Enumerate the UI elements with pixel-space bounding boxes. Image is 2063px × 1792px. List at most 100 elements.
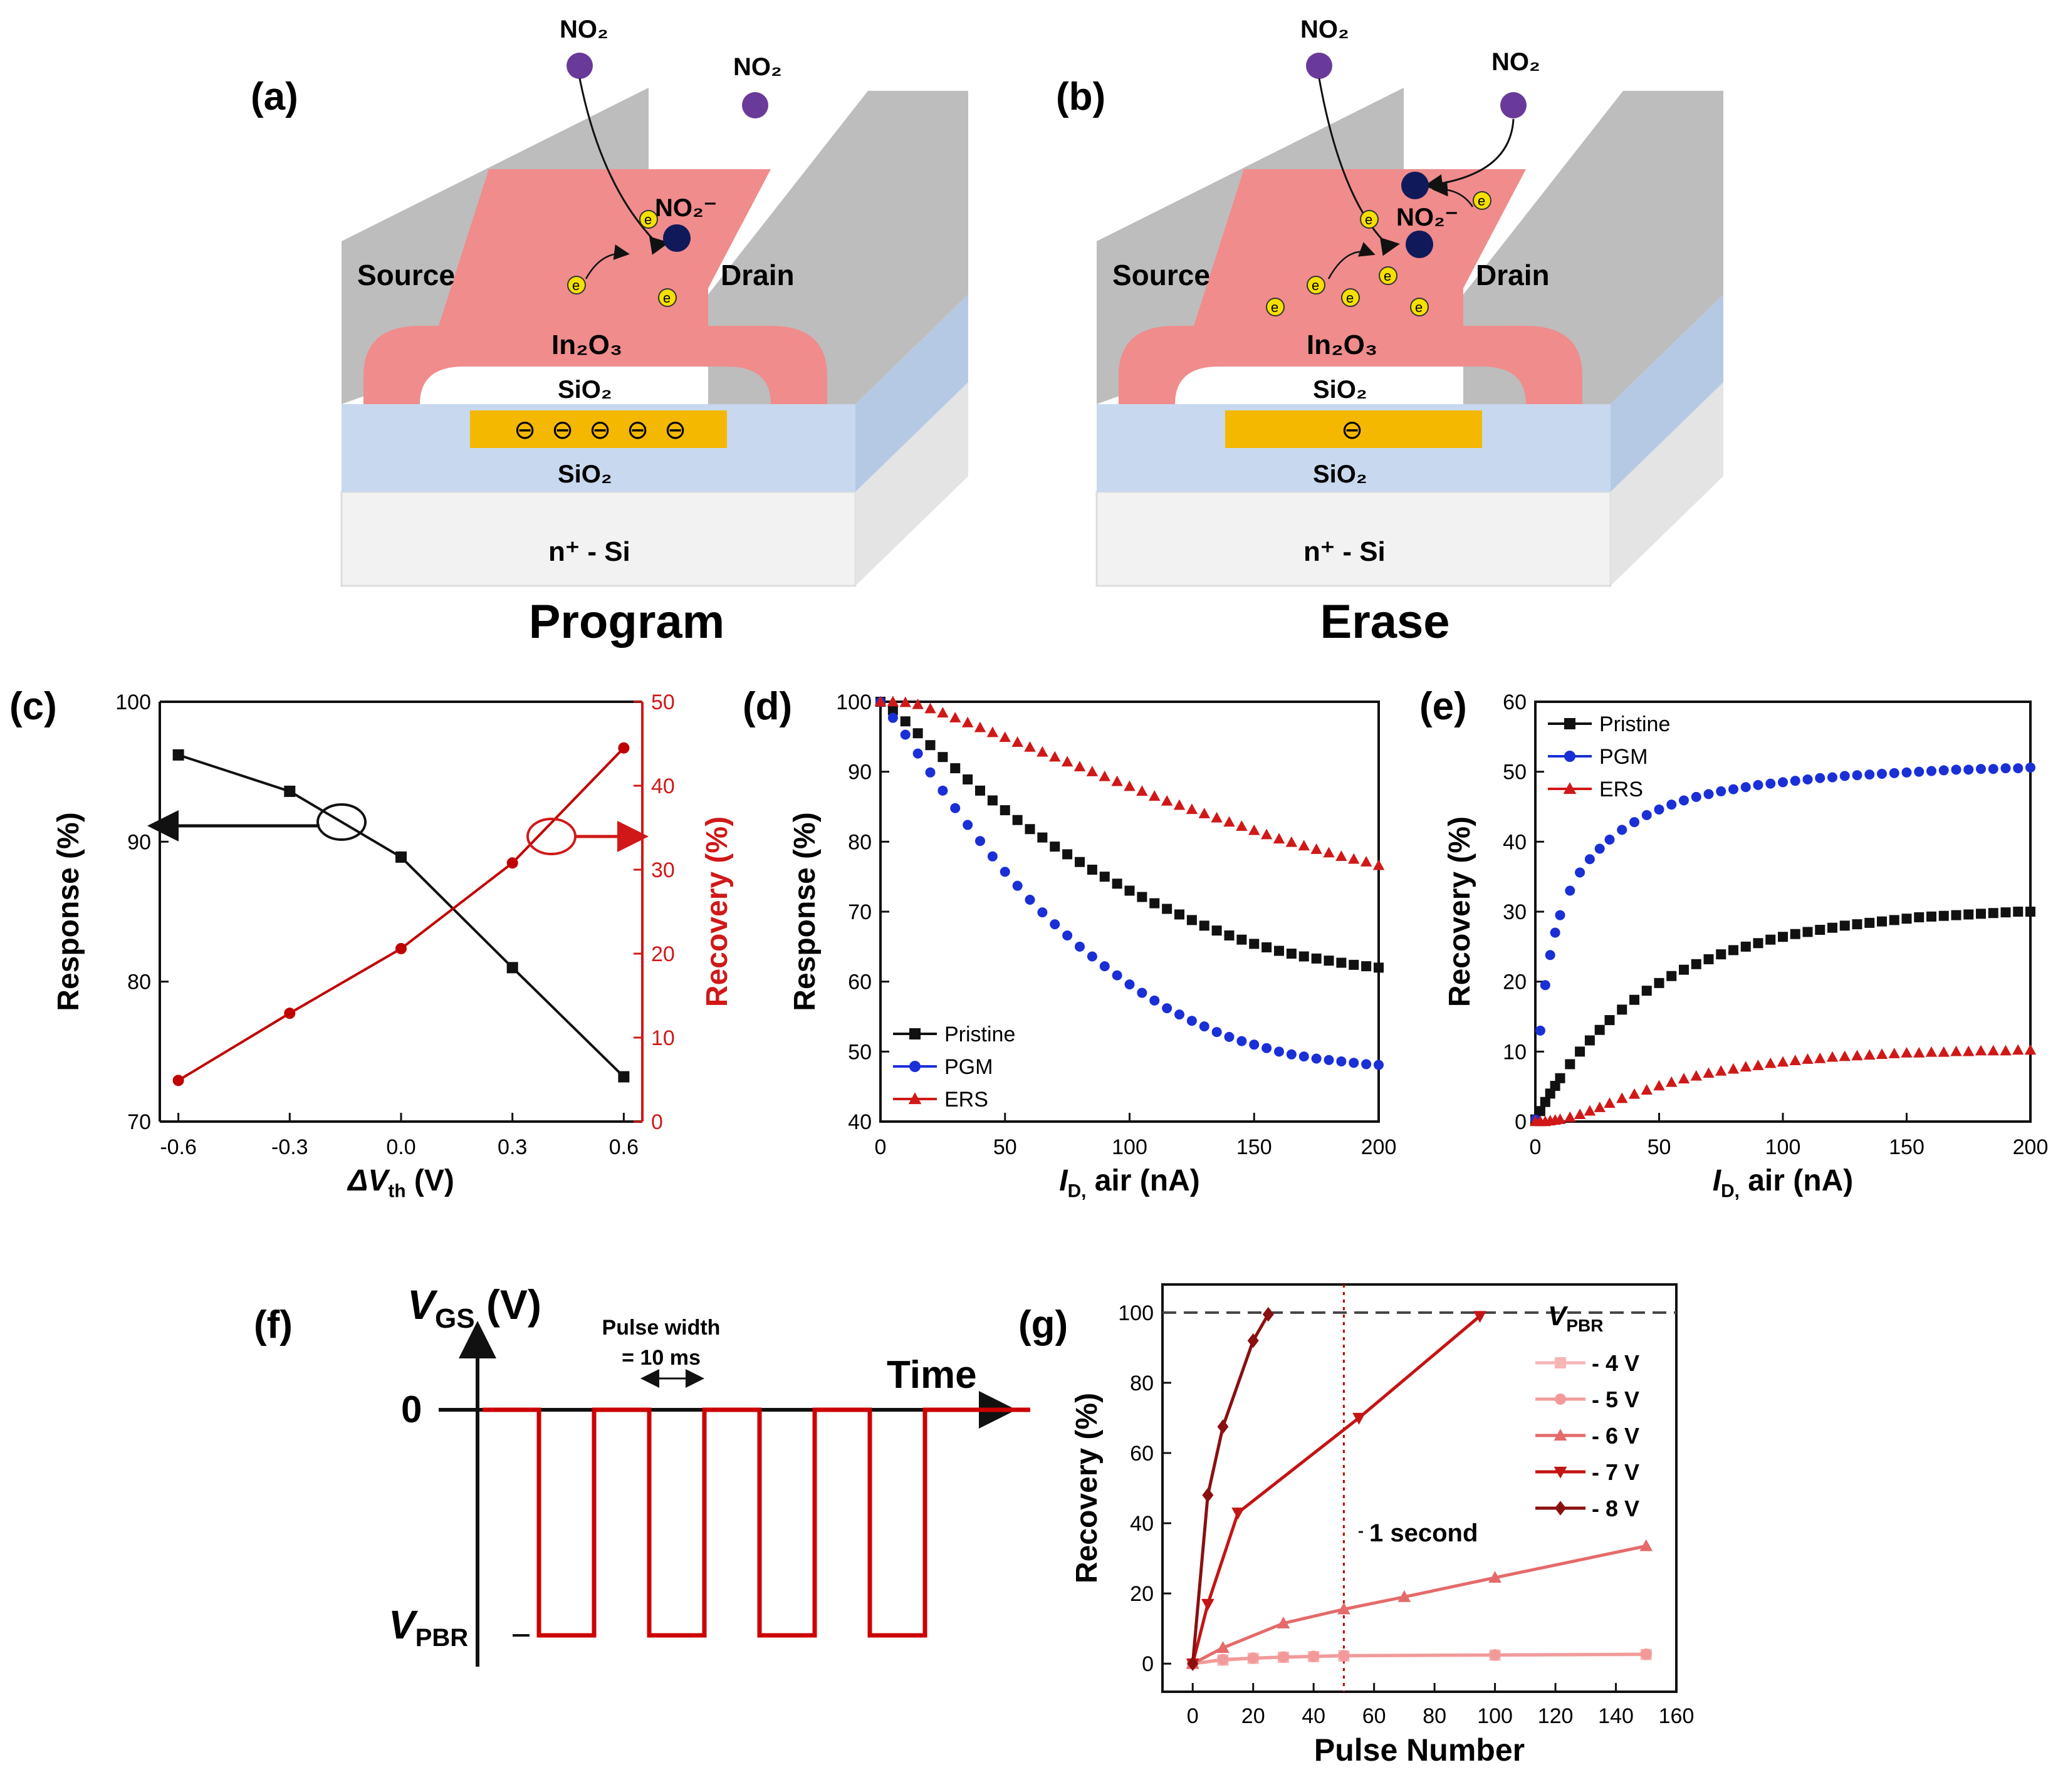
legend-entry: PGM <box>1599 745 1648 769</box>
data-point-pgm <box>950 803 961 813</box>
y-tick-label: 40 <box>1130 1512 1154 1536</box>
data-point-ers <box>961 716 974 727</box>
data-point-pgm <box>1545 950 1555 961</box>
x-axis-label: ΔVth (V) <box>347 1164 454 1202</box>
x-tick-label: 160 <box>1659 1704 1695 1728</box>
data-point-ers <box>1727 1063 1740 1074</box>
data-point-response <box>618 1071 630 1083</box>
data-point-pristine <box>1938 910 1949 921</box>
y2-tick-label: 10 <box>651 1026 675 1050</box>
y-tick-label: 30 <box>1503 900 1527 924</box>
data-point-pristine <box>1654 977 1664 988</box>
data-point <box>1187 1656 1199 1671</box>
x-tick-label: 200 <box>1361 1135 1397 1159</box>
series-line-response <box>177 753 625 1078</box>
data-point-ers <box>912 698 924 709</box>
y-tick-label: 80 <box>127 971 151 994</box>
data-point-pgm <box>1666 800 1677 810</box>
legend-marker <box>909 1028 921 1039</box>
data-point-pristine <box>1311 953 1322 964</box>
series-line <box>1191 1313 1270 1664</box>
data-point-pristine <box>1274 945 1284 956</box>
y-tick-label: 60 <box>1130 1442 1154 1466</box>
data-point-pgm <box>1641 810 1652 820</box>
panel-f: (f) VGS (V) 0 Time VPBR Pulse width = 10… <box>254 1281 1030 1667</box>
x-tick-label: 0 <box>1530 1135 1542 1159</box>
data-point-ers <box>1839 1050 1851 1061</box>
data-point-pgm <box>1124 979 1135 990</box>
y2-tick-label: 20 <box>651 942 675 966</box>
x-tick-label: 100 <box>1477 1704 1513 1728</box>
y-tick-label: 50 <box>848 1040 872 1064</box>
data-point-pristine <box>1575 1046 1585 1057</box>
data-point-ers <box>2000 1044 2012 1056</box>
adsorption-arrow <box>1318 78 1400 256</box>
data-point-ers <box>1273 833 1285 844</box>
data-point-pristine <box>1555 1073 1565 1083</box>
legend-entry: - 8 V <box>1592 1496 1639 1521</box>
data-point-ers <box>899 696 911 707</box>
panel-a: (a) ⊖ ⊖ ⊖ ⊖ ⊖ Source Drain In₂O₃ SiO₂ <box>251 16 968 649</box>
data-point-pgm <box>937 785 948 796</box>
data-point-pgm <box>1753 779 1763 790</box>
y-axis-label: Recovery (%) <box>1443 816 1476 1007</box>
data-point-pristine <box>1815 925 1825 935</box>
data-point-pristine <box>900 716 911 727</box>
data-point-ers <box>949 712 961 722</box>
drain-label: Drain <box>1476 259 1550 291</box>
legend-marker <box>1564 751 1575 762</box>
svg-text:e: e <box>1312 278 1319 293</box>
substrate-label: n⁺ - Si <box>1303 536 1386 567</box>
data-point-pristine <box>1137 892 1147 902</box>
data-point-pgm <box>1261 1043 1272 1053</box>
x-tick-label: 100 <box>1765 1135 1801 1159</box>
program-caption: Program <box>529 595 725 649</box>
legend-marker <box>909 1061 921 1072</box>
data-point-pristine <box>1261 942 1272 952</box>
data-point-pristine <box>1336 957 1347 968</box>
x-tick-label: 50 <box>993 1135 1017 1159</box>
drain-electrode <box>708 91 968 404</box>
data-point-pgm <box>1864 769 1875 780</box>
panel-e: (e) 0 50 100 150 200 0 10 20 30 40 50 60 Recovery (%… <box>1419 685 2048 1202</box>
data-point-pgm <box>1604 834 1615 845</box>
data-point-ers <box>1666 1076 1678 1087</box>
data-point-pgm <box>1037 907 1048 918</box>
data-point-pristine <box>1025 824 1035 835</box>
y-axis-label: Response (%) <box>788 812 822 1011</box>
data-point-ers <box>1876 1048 1888 1059</box>
data-point-pgm <box>1361 1059 1372 1070</box>
svg-text:e: e <box>1271 300 1278 315</box>
data-point <box>1397 1590 1411 1602</box>
series-line-recovery <box>177 747 625 1082</box>
drain-electrode <box>1463 91 1723 404</box>
data-point-pristine <box>1000 805 1010 816</box>
data-point-pgm <box>1087 951 1097 962</box>
data-point-pgm <box>1274 1046 1284 1057</box>
data-point-pgm <box>1629 817 1639 828</box>
data-point-pgm <box>1839 771 1850 781</box>
y-tick-label: 0 <box>1515 1110 1527 1134</box>
data-point-pgm <box>1889 768 1899 778</box>
data-point <box>1277 1651 1289 1663</box>
legend-entry: - 7 V <box>1592 1459 1639 1485</box>
data-point-pristine <box>1629 994 1639 1005</box>
no2-ion <box>1401 172 1429 199</box>
data-point-response <box>172 749 184 761</box>
no2-molecule <box>567 53 593 79</box>
x-tick-label: 0 <box>1187 1704 1199 1728</box>
y-tick-label: 10 <box>1503 1040 1527 1064</box>
data-point-ers <box>1690 1070 1702 1081</box>
data-point-pgm <box>1062 930 1073 940</box>
y2-tick-label: 0 <box>651 1110 663 1134</box>
data-point-pgm <box>1075 941 1085 952</box>
data-point-pristine <box>1324 956 1334 966</box>
channel-label: In₂O₃ <box>1307 330 1377 360</box>
data-point-pristine <box>1901 914 1912 924</box>
data-point-pristine <box>1550 1081 1560 1091</box>
legend-marker <box>1555 1501 1566 1516</box>
data-point-ers <box>924 702 936 714</box>
data-point-pgm <box>1211 1027 1222 1038</box>
channel-label: In₂O₃ <box>551 330 622 360</box>
data-point-pgm <box>2000 763 2011 774</box>
